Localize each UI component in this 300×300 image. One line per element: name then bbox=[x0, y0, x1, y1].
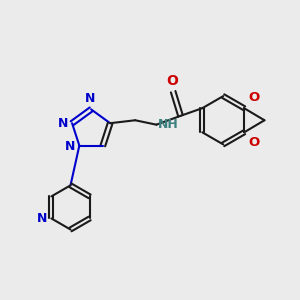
Text: N: N bbox=[65, 140, 75, 153]
Text: O: O bbox=[249, 136, 260, 149]
Text: N: N bbox=[58, 117, 68, 130]
Text: N: N bbox=[85, 92, 96, 105]
Text: N: N bbox=[37, 212, 47, 225]
Text: O: O bbox=[249, 91, 260, 104]
Text: O: O bbox=[167, 74, 178, 88]
Text: NH: NH bbox=[158, 118, 179, 130]
